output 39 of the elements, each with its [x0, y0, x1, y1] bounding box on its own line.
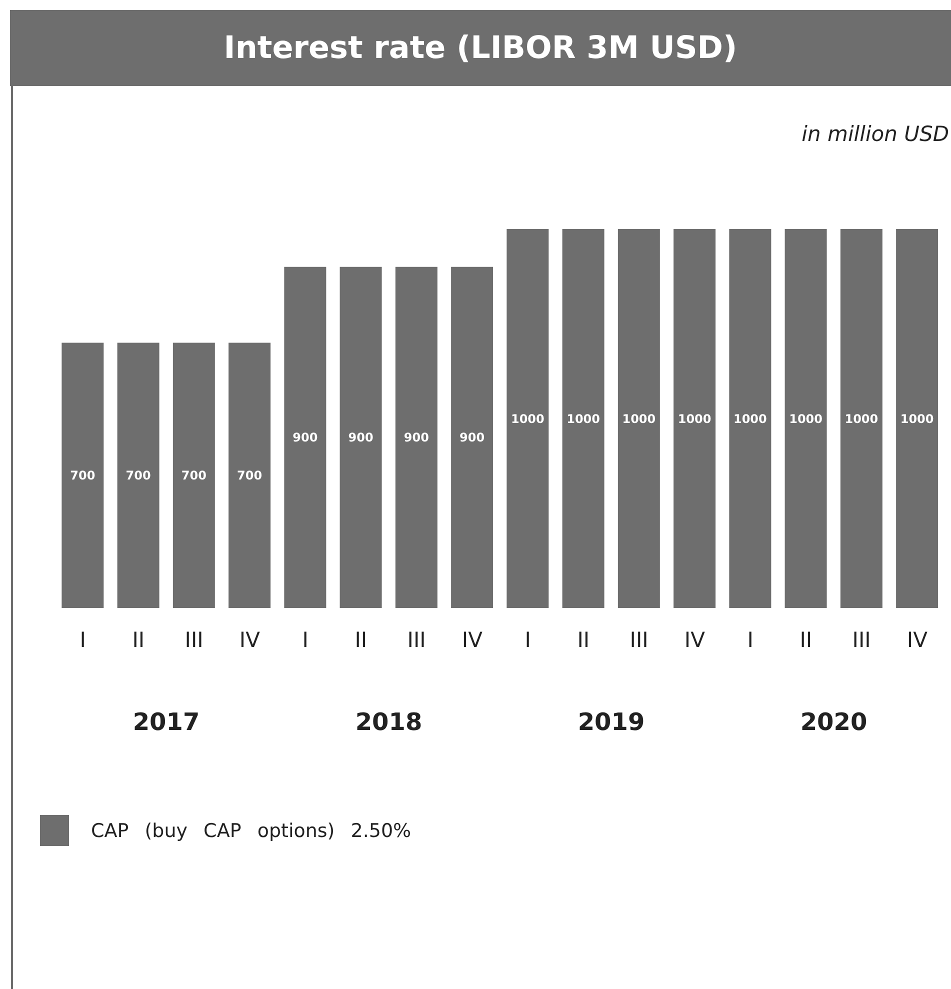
x-tick-label: III	[407, 628, 426, 652]
data-label: 1000	[900, 412, 934, 426]
data-label: 1000	[844, 412, 878, 426]
data-label: 1000	[733, 412, 767, 426]
text: 2017	[132, 708, 201, 736]
data-label: 1000	[678, 412, 712, 426]
x-tick-label: III	[184, 628, 204, 652]
data-label: 900	[404, 430, 429, 445]
data-label: 1000	[566, 412, 600, 426]
x-tick-label: II	[577, 628, 590, 652]
x-tick-label: IV	[684, 628, 706, 652]
data-label: 900	[460, 430, 485, 445]
x-tick-label: IV	[906, 628, 928, 652]
x-tick-label: I	[80, 628, 86, 652]
text: 2019	[576, 708, 646, 736]
data-label: 700	[70, 468, 96, 483]
text: 2018	[354, 708, 424, 736]
x-tick-label: II	[800, 628, 812, 652]
x-tick-label: III	[630, 628, 648, 652]
x-tick-label: III	[852, 628, 871, 652]
x-tick-label: I	[524, 628, 531, 652]
data-label: 1000	[510, 412, 544, 426]
x-tick-label: II	[354, 628, 368, 652]
x-tick-label: IV	[462, 628, 484, 652]
data-label: 1000	[622, 412, 656, 426]
data-label: 900	[292, 430, 318, 445]
chart-subtitle: in million USD	[802, 122, 949, 146]
chart-title: Interest rate (LIBOR 3M USD)	[10, 10, 951, 86]
data-label: 700	[181, 468, 206, 483]
text: 2020	[799, 708, 868, 736]
x-tick-label: I	[747, 628, 754, 652]
data-label: 1000	[789, 412, 823, 426]
x-tick-label: I	[302, 628, 308, 652]
data-label: 900	[348, 430, 374, 445]
x-tick-label: IV	[239, 628, 261, 652]
x-tick-label: II	[132, 628, 145, 652]
legend-label: CAP (buy CAP options) 2.50%	[91, 820, 412, 842]
data-label: 700	[237, 468, 262, 483]
data-label: 700	[126, 468, 151, 483]
